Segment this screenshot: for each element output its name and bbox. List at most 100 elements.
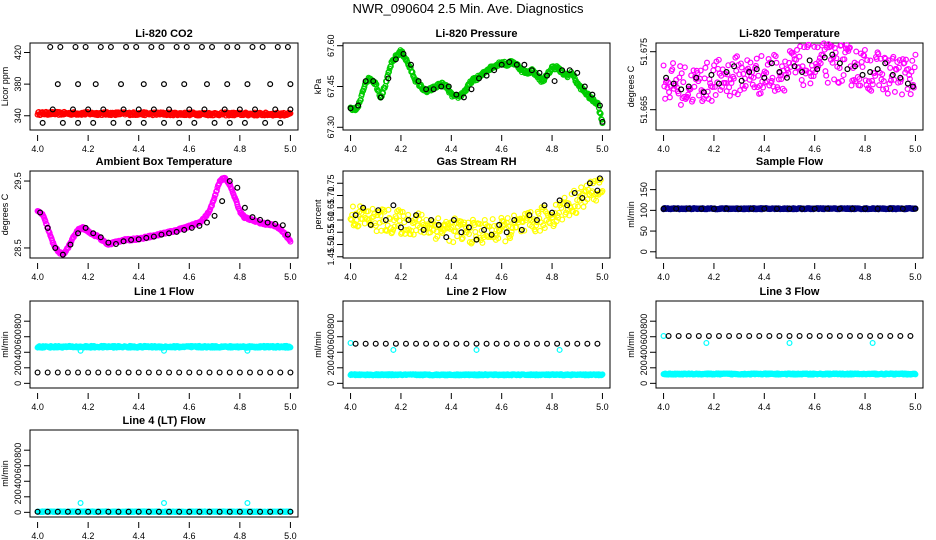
y-axis-label: ml/min <box>626 331 636 358</box>
data-point <box>112 240 119 247</box>
data-point <box>135 106 142 113</box>
x-tick-label: 5.0 <box>284 272 297 282</box>
data-point <box>37 209 44 216</box>
x-tick-label: 5.0 <box>596 144 609 154</box>
data-point <box>665 332 672 339</box>
data-point <box>792 69 799 76</box>
page-title: NWR_090604 2.5 Min. Ave. Diagnostics <box>352 1 584 16</box>
data-point <box>589 91 596 98</box>
plot-frame <box>29 42 299 131</box>
data-point <box>850 76 857 83</box>
series-cyan <box>77 500 251 507</box>
data-point <box>857 332 864 339</box>
data-point <box>226 119 233 126</box>
data-point <box>383 227 390 234</box>
data-point <box>869 81 876 88</box>
x-tick-label: 4.2 <box>395 144 408 154</box>
data-point <box>75 81 82 88</box>
data-point <box>279 222 286 229</box>
data-point <box>564 340 571 347</box>
data-point <box>662 95 669 102</box>
y-tick-label: 1.70 <box>326 187 336 205</box>
data-point <box>881 54 888 61</box>
y-tick-label: 200 <box>13 360 23 375</box>
data-point <box>419 219 426 226</box>
data-point <box>750 74 757 81</box>
x-tick-label: 4.2 <box>82 272 95 282</box>
data-point <box>158 231 165 238</box>
chart-title: Li-820 Pressure <box>436 28 518 40</box>
plot-frame <box>655 170 924 259</box>
data-point <box>670 60 677 67</box>
data-point <box>120 238 127 245</box>
data-point <box>690 67 697 74</box>
data-point <box>824 79 831 86</box>
series-cyan <box>660 370 919 378</box>
data-point <box>798 76 805 83</box>
y-tick-label: 1.55 <box>326 224 336 242</box>
x-tick-label: 4.2 <box>395 272 408 282</box>
data-point <box>241 204 248 211</box>
y-tick-label: 200 <box>326 360 336 375</box>
data-point <box>683 94 690 101</box>
data-point <box>450 239 457 246</box>
data-point <box>39 119 46 126</box>
x-tick-label: 5.0 <box>284 402 297 412</box>
x-tick-label: 4.8 <box>234 402 247 412</box>
data-point <box>708 97 715 104</box>
y-tick-label: 600 <box>326 329 336 344</box>
data-point <box>910 84 917 91</box>
data-point <box>793 56 800 63</box>
data-point <box>391 223 398 230</box>
x-tick-label: 4.8 <box>234 272 247 282</box>
data-point <box>883 85 890 92</box>
data-point <box>756 82 763 89</box>
chart-title: Gas Stream RH <box>436 156 516 168</box>
data-point <box>358 91 365 98</box>
x-tick-label: 5.0 <box>909 144 922 154</box>
data-point <box>685 83 692 90</box>
data-point <box>677 63 684 70</box>
data-point <box>533 340 540 347</box>
x-tick-label: 4.6 <box>808 272 821 282</box>
data-point <box>469 238 476 245</box>
data-point <box>407 231 414 238</box>
data-point <box>241 119 248 126</box>
x-tick-label: 4.2 <box>708 402 721 412</box>
data-point <box>884 90 891 97</box>
data-point <box>107 43 114 50</box>
data-point <box>413 340 420 347</box>
data-point <box>574 203 581 210</box>
data-point <box>347 339 354 346</box>
data-point <box>746 332 753 339</box>
data-point <box>75 369 82 376</box>
data-point <box>155 369 162 376</box>
y-tick-label: 0 <box>13 510 23 515</box>
y-tick-label: 67.30 <box>326 116 336 139</box>
data-point <box>597 110 604 117</box>
x-tick-label: 4.6 <box>183 272 196 282</box>
series-black <box>347 50 606 125</box>
data-point <box>42 218 49 225</box>
data-point <box>443 340 450 347</box>
data-point <box>670 80 677 87</box>
data-point <box>848 82 855 89</box>
data-point <box>859 64 866 71</box>
data-point <box>476 75 483 82</box>
data-point <box>753 66 760 73</box>
data-point <box>77 500 84 507</box>
y-tick-label: 800 <box>13 314 23 329</box>
data-point <box>725 62 732 69</box>
y-tick-label: 0 <box>326 381 336 386</box>
data-point <box>469 216 476 223</box>
data-point <box>736 332 743 339</box>
data-point <box>897 74 904 81</box>
x-tick-label: 4.8 <box>859 144 872 154</box>
data-point <box>861 52 868 59</box>
y-tick-label: 400 <box>326 345 336 360</box>
series-black <box>663 51 916 96</box>
data-point <box>85 106 92 113</box>
data-point <box>857 82 864 89</box>
data-point <box>95 369 102 376</box>
